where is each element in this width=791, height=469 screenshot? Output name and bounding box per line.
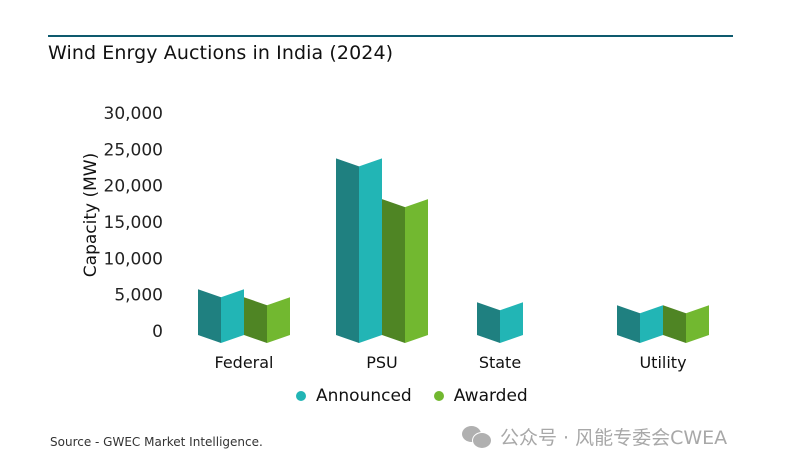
bar-announced-utility-right-face[interactable] [640,305,663,343]
bar-announced-state-left-face[interactable] [477,302,500,343]
bar-announced-utility-left-face[interactable] [617,305,640,343]
bar-awarded-utility-left-face[interactable] [663,305,686,343]
bar-awarded-federal-right-face[interactable] [267,297,290,343]
x-category-label: Utility [639,353,686,372]
watermark: 公众号 · 风能专委会CWEA [462,423,727,450]
wechat-icon [462,425,492,449]
y-axis-label: Capacity (MW) [81,153,101,277]
bar-awarded-psu-right-face[interactable] [405,199,428,343]
x-category-label: PSU [366,353,398,372]
y-tick-label: 10,000 [104,249,163,269]
y-tick-label: 25,000 [104,140,163,160]
y-tick-label: 20,000 [104,177,163,197]
legend-label-announced: Announced [316,386,412,406]
legend-dot-awarded [433,391,444,401]
source-note: Source - GWEC Market Intelligence. [50,435,263,449]
y-tick-label: 0 [152,322,163,342]
chart-title: Wind Enrgy Auctions in India (2024) [48,42,394,64]
bar-announced-psu-right-face[interactable] [359,158,382,343]
bar-announced-federal-left-face[interactable] [198,289,221,343]
y-tick-label: 5,000 [114,286,163,306]
title-rule [48,35,733,37]
legend-dot-announced [296,391,306,401]
bar-announced-federal-right-face[interactable] [221,289,244,343]
bar-announced-psu-left-face[interactable] [336,158,359,343]
bar-awarded-federal-left-face[interactable] [244,297,267,343]
bar-announced-state-right-face[interactable] [500,302,523,343]
bar-awarded-psu-left-face[interactable] [382,199,405,343]
legend-label-awarded: Awarded [453,386,528,406]
watermark-text: 公众号 · 风能专委会CWEA [500,427,728,449]
y-tick-label: 30,000 [104,104,163,124]
bar-awarded-utility-right-face[interactable] [686,305,709,343]
y-tick-label: 15,000 [104,213,163,233]
legend-item-announced[interactable]: Announced [296,386,412,406]
legend: Announced Awarded [296,386,550,406]
x-category-label: State [479,353,521,372]
legend-item-awarded[interactable]: Awarded [433,386,528,406]
x-category-label: Federal [215,353,274,372]
